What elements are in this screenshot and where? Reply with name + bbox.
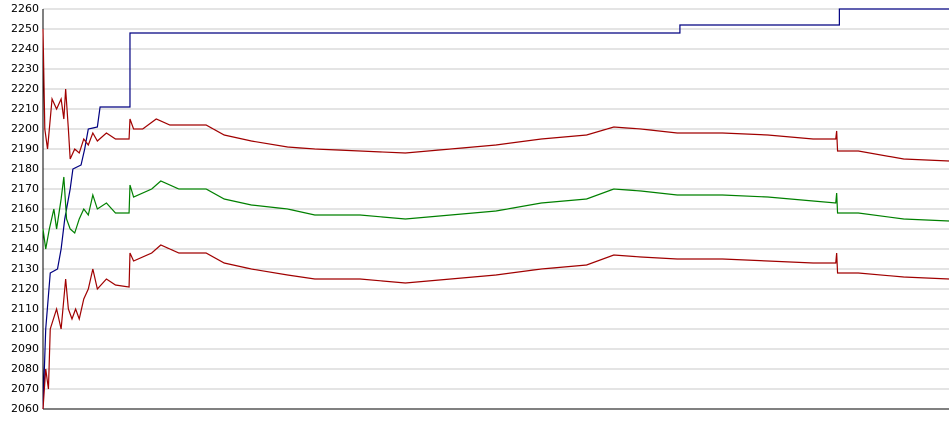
y-tick-label: 2070 (11, 382, 39, 395)
y-tick-label: 2250 (11, 22, 39, 35)
y-tick-label: 2190 (11, 142, 39, 155)
y-tick-label: 2180 (11, 162, 39, 175)
y-tick-label: 2130 (11, 262, 39, 275)
y-tick-label: 2110 (11, 302, 39, 315)
series-line (42, 176, 950, 250)
y-tick-label: 2200 (11, 122, 39, 135)
y-tick-label: 2100 (11, 322, 39, 335)
series-line (42, 28, 950, 162)
series-line (42, 8, 949, 410)
y-tick-label: 2120 (11, 282, 39, 295)
y-tick-label: 2140 (11, 242, 39, 255)
series-line (42, 244, 950, 410)
y-tick-label: 2240 (11, 42, 39, 55)
y-tick-label: 2260 (11, 2, 39, 15)
y-tick-label: 2160 (11, 202, 39, 215)
y-tick-label: 2230 (11, 62, 39, 75)
y-tick-label: 2060 (11, 402, 39, 415)
y-tick-label: 2220 (11, 82, 39, 95)
y-tick-label: 2080 (11, 362, 39, 375)
y-tick-label: 2210 (11, 102, 39, 115)
y-tick-label: 2170 (11, 182, 39, 195)
y-tick-label: 2090 (11, 342, 39, 355)
y-tick-label: 2150 (11, 222, 39, 235)
